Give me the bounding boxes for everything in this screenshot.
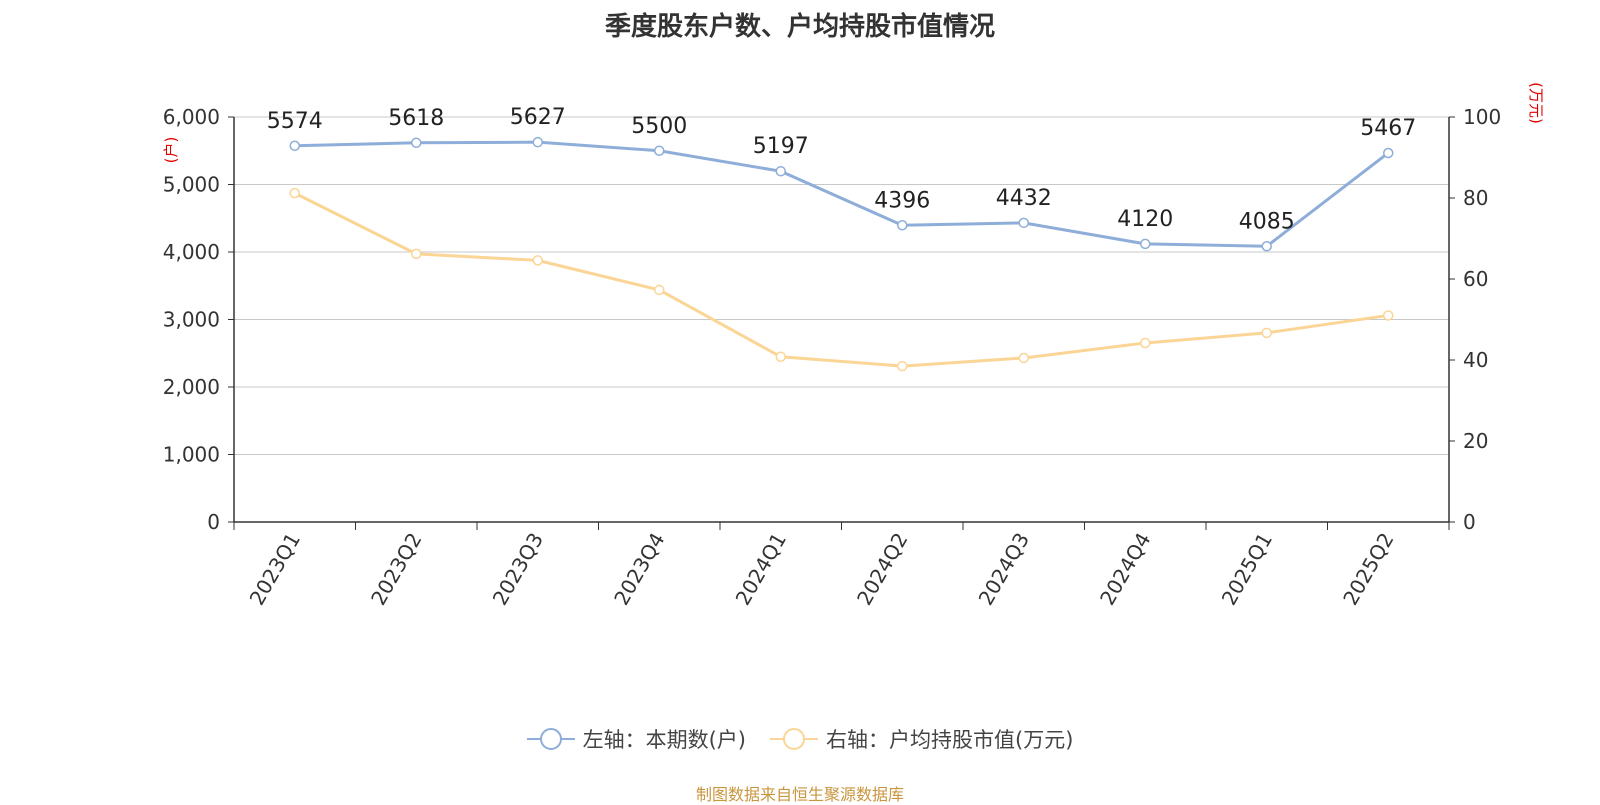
shareholder-count-series-point — [1018, 217, 1029, 229]
right-axis-tick-label: 0 — [1463, 510, 1476, 534]
shareholder-count-data-label: 4085 — [1239, 209, 1295, 234]
shareholder-count-data-label: 4120 — [1117, 207, 1173, 232]
shareholder-count-series-point — [1383, 147, 1394, 159]
legend-item-left-series[interactable]: 左轴：本期数(户) — [526, 724, 746, 754]
shareholder-count-data-label: 4432 — [996, 186, 1052, 211]
shareholder-count-series-line — [294, 140, 1390, 248]
right-axis-tick-label: 80 — [1463, 186, 1488, 210]
avg-holding-value-series-point — [1018, 352, 1029, 364]
circle-line-marker-icon — [526, 728, 575, 750]
avg-holding-value-series-point — [775, 351, 786, 363]
avg-holding-value-series-point — [532, 255, 543, 266]
shareholder-count-data-label: 5197 — [753, 134, 809, 159]
left-axis-tick-label: 4,000 — [163, 240, 220, 264]
avg-holding-value-series-point — [1383, 310, 1394, 321]
shareholder-count-series-point — [532, 136, 543, 148]
shareholder-count-data-label: 5627 — [510, 105, 566, 130]
x-axis-category-label: 2023Q2 — [366, 529, 426, 610]
shareholder-count-series-point — [775, 165, 786, 177]
data-source-note: 制图数据来自恒生聚源数据库 — [695, 785, 904, 804]
legend-item-right-series[interactable]: 右轴：户均持股市值(万元) — [770, 724, 1073, 754]
shareholder-count-data-label: 5500 — [631, 114, 687, 139]
legend-label-left-series: 左轴：本期数(户) — [582, 728, 746, 752]
right-axis-tick-label: 100 — [1463, 105, 1501, 129]
x-axis-category-label: 2024Q4 — [1095, 529, 1155, 610]
shareholder-count-series-point — [411, 137, 422, 149]
avg-holding-value-series-line — [294, 191, 1389, 368]
avg-holding-value-series-point — [897, 360, 908, 372]
x-axis-category-label: 2025Q1 — [1217, 529, 1277, 610]
avg-holding-value-series-point — [289, 187, 300, 199]
chart-title: 季度股东户数、户均持股市值情况 — [604, 12, 995, 42]
avg-holding-value-series-point — [411, 248, 422, 260]
avg-holding-value-series-point — [1261, 327, 1272, 339]
right-axis-tick-label: 20 — [1463, 429, 1488, 453]
right-axis-tick-label: 40 — [1463, 348, 1488, 372]
left-axis-unit: (户) — [162, 137, 180, 164]
right-axis-unit: (万元) — [1527, 82, 1545, 124]
left-axis-tick-label: 0 — [207, 510, 220, 534]
x-axis-category-label: 2023Q1 — [245, 529, 305, 610]
x-axis-category-label: 2024Q1 — [731, 529, 791, 610]
x-axis-category-label: 2024Q3 — [974, 529, 1034, 610]
x-axis-category-label: 2025Q2 — [1338, 529, 1398, 610]
left-axis-tick-label: 1,000 — [163, 443, 220, 467]
shareholder-count-series-point — [654, 145, 665, 156]
shareholder-count-series-point — [289, 140, 300, 152]
left-axis-tick-label: 5,000 — [163, 173, 220, 197]
avg-holding-value-series-point — [654, 284, 665, 296]
shareholder-count-series-point — [1140, 238, 1151, 250]
avg-holding-value-series-point — [1140, 337, 1151, 349]
shareholder-count-data-label: 5467 — [1360, 116, 1416, 141]
legend: 左轴：本期数(户) 右轴：户均持股市值(万元) — [0, 724, 1600, 754]
circle-line-marker-icon — [770, 728, 818, 750]
x-axis-category-label: 2023Q4 — [609, 529, 669, 610]
shareholder-count-series-point — [897, 220, 908, 231]
left-axis-tick-label: 6,000 — [163, 105, 220, 129]
shareholder-count-data-label: 5618 — [388, 106, 444, 131]
x-axis-category-label: 2024Q2 — [852, 529, 912, 610]
legend-label-right-series: 右轴：户均持股市值(万元) — [826, 728, 1074, 752]
left-axis-tick-label: 2,000 — [163, 375, 220, 399]
left-axis-tick-label: 3,000 — [163, 308, 220, 332]
shareholder-count-series-point — [1261, 241, 1272, 252]
right-axis-tick-label: 60 — [1463, 267, 1488, 291]
shareholder-count-data-label: 5574 — [267, 109, 323, 134]
shareholder-count-data-label: 4396 — [874, 188, 930, 213]
x-axis-category-label: 2023Q3 — [488, 529, 548, 610]
